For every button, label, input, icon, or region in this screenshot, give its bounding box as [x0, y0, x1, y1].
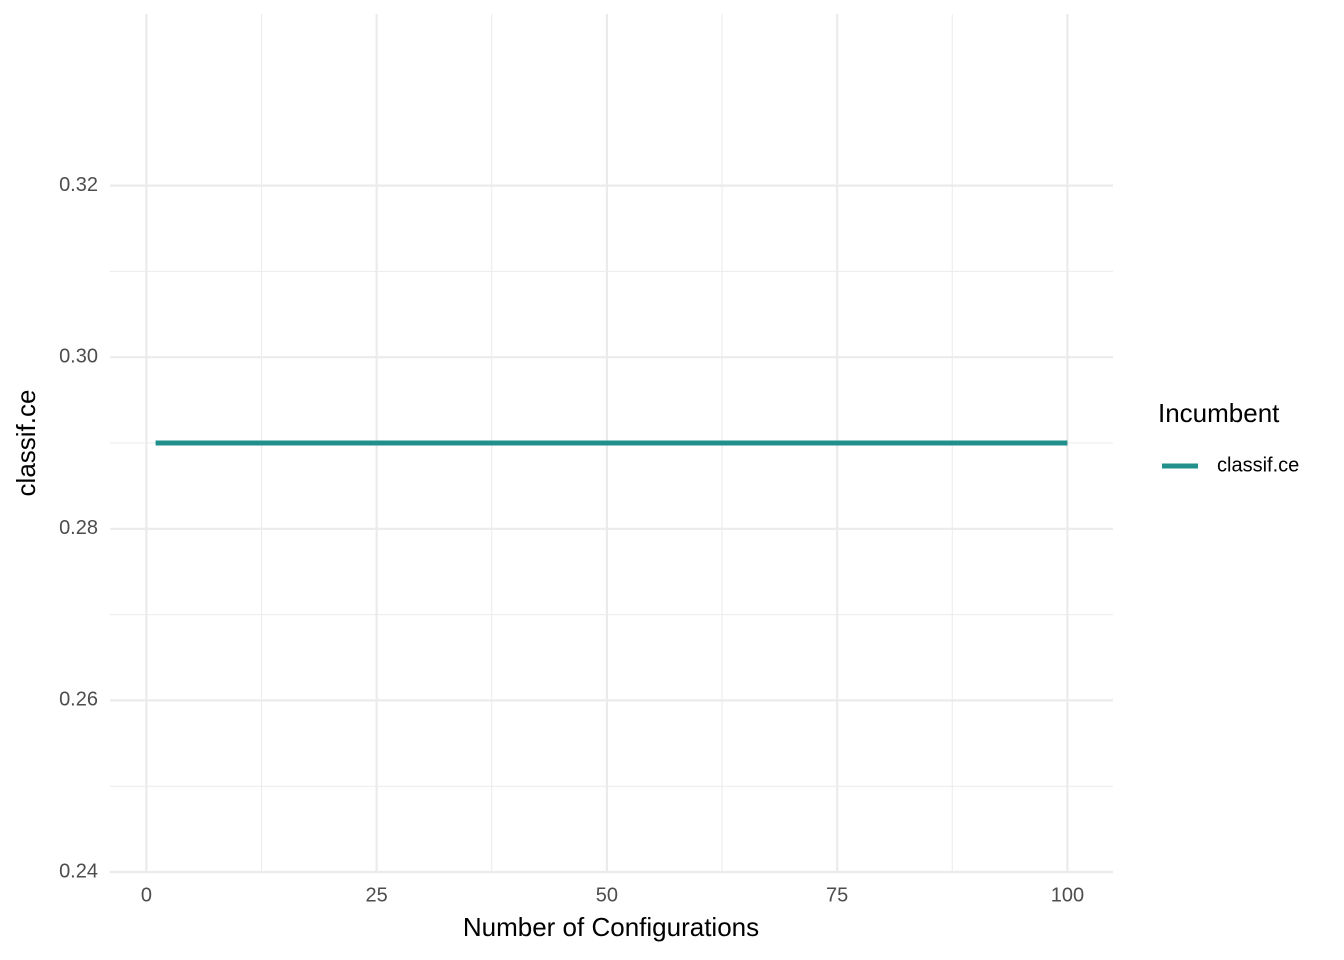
x-axis-title: Number of Configurations: [463, 912, 759, 942]
y-tick-label: 0.30: [59, 345, 98, 367]
x-tick-label: 50: [596, 884, 618, 906]
y-tick-label: 0.26: [59, 689, 98, 711]
x-tick-label: 100: [1051, 884, 1084, 906]
y-tick-label: 0.28: [59, 517, 98, 539]
y-tick-label: 0.32: [59, 174, 98, 196]
x-tick-label: 75: [826, 884, 848, 906]
legend-title: Incumbent: [1158, 398, 1280, 428]
legend-label: classif.ce: [1217, 454, 1299, 476]
y-axis-title: classif.ce: [11, 390, 41, 497]
y-tick-label: 0.24: [59, 860, 98, 882]
x-tick-label: 0: [141, 884, 152, 906]
x-tick-label: 25: [366, 884, 388, 906]
